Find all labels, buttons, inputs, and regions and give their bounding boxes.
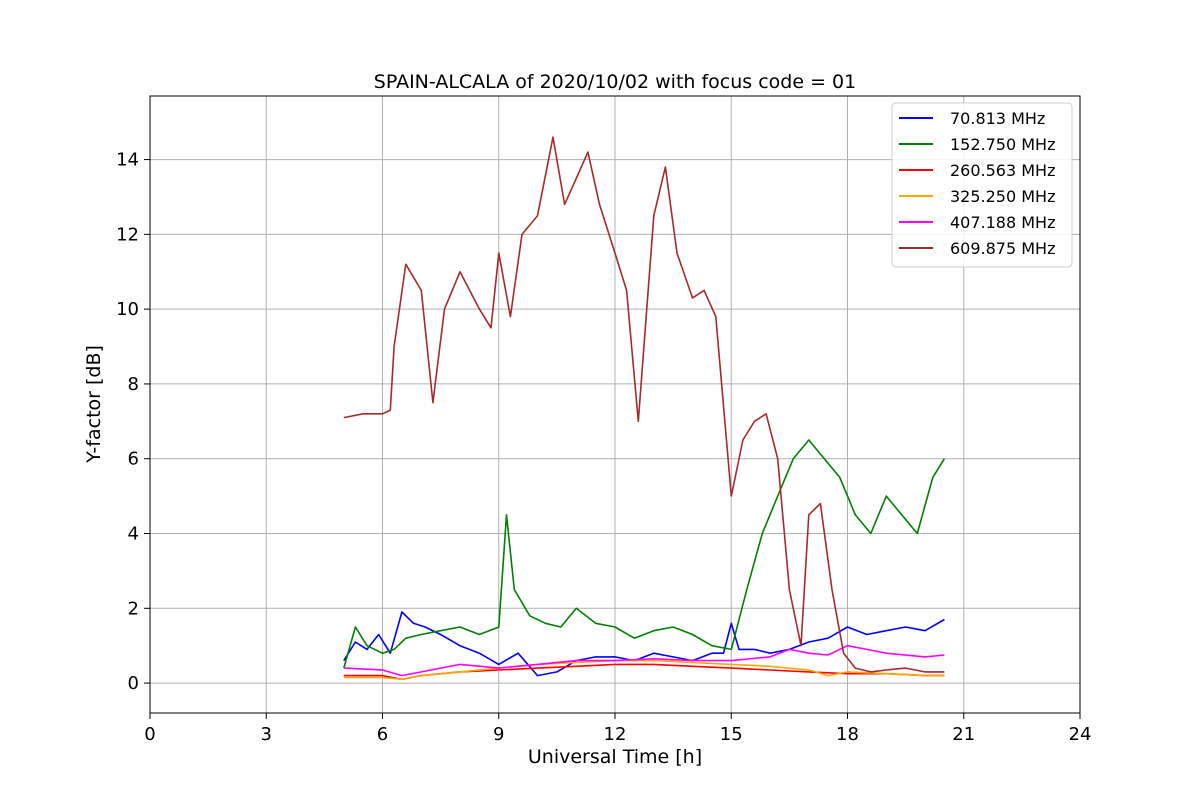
legend-entry: 260.563 MHz bbox=[950, 161, 1055, 180]
grid-lines bbox=[149, 96, 1081, 713]
x-tick-label: 0 bbox=[144, 724, 155, 745]
y-tick-label: 14 bbox=[116, 150, 139, 171]
x-axis-ticks: 0 3 6 9 12 15 18 21 24 bbox=[144, 713, 1091, 745]
y-tick-label: 6 bbox=[128, 449, 139, 470]
series-line-4 bbox=[343, 659, 945, 681]
series-line-5 bbox=[343, 644, 945, 677]
x-tick-label: 9 bbox=[493, 724, 504, 745]
series-line-2 bbox=[343, 439, 946, 669]
legend-entry: 609.875 MHz bbox=[950, 239, 1055, 258]
x-tick-label: 3 bbox=[261, 724, 272, 745]
y-tick-label: 12 bbox=[116, 224, 139, 245]
series-line-6 bbox=[343, 136, 945, 673]
chart-title: SPAIN-ALCALA of 2020/10/02 with focus co… bbox=[374, 71, 856, 93]
legend-box bbox=[891, 102, 1073, 268]
x-tick-label: 6 bbox=[377, 724, 388, 745]
legend-entry: 325.250 MHz bbox=[950, 187, 1055, 206]
y-tick-label: 4 bbox=[128, 524, 139, 545]
y-tick-label: 2 bbox=[128, 598, 139, 619]
x-tick-label: 24 bbox=[1069, 724, 1092, 745]
legend-entry: 152.750 MHz bbox=[950, 135, 1055, 154]
x-tick-label: 21 bbox=[952, 724, 975, 745]
y-axis-ticks: 0 2 4 6 8 10 12 14 bbox=[116, 150, 150, 694]
x-tick-label: 12 bbox=[604, 724, 627, 745]
x-tick-label: 18 bbox=[836, 724, 859, 745]
y-axis-label: Y-factor [dB] bbox=[83, 345, 105, 464]
legend: 70.813 MHz 152.750 MHz 260.563 MHz 325.250 … bbox=[891, 102, 1073, 268]
y-tick-label: 0 bbox=[128, 673, 139, 694]
x-tick-label: 15 bbox=[720, 724, 743, 745]
series-lines bbox=[343, 136, 946, 681]
legend-entry: 70.813 MHz bbox=[950, 109, 1045, 128]
legend-entry: 407.188 MHz bbox=[950, 213, 1055, 232]
y-tick-label: 8 bbox=[128, 374, 139, 395]
x-axis-label: Universal Time [h] bbox=[528, 746, 702, 768]
y-tick-label: 10 bbox=[116, 299, 139, 320]
